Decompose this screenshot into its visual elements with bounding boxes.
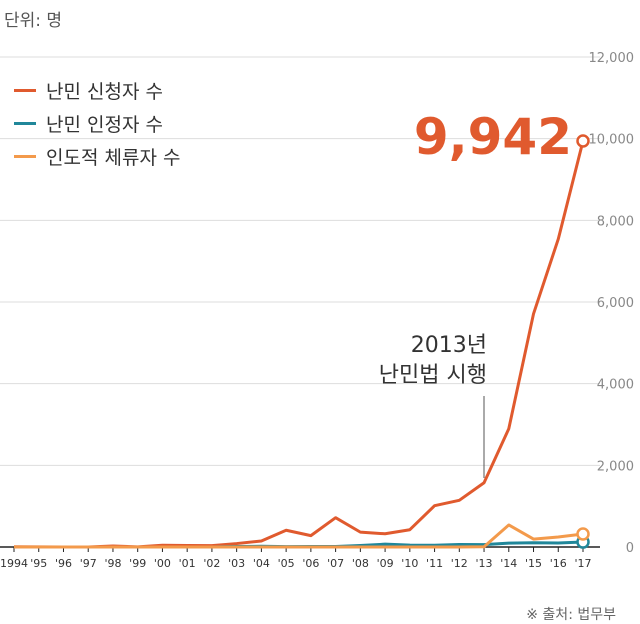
x-tick-label: '14 (500, 557, 517, 570)
legend-item-humanitarian: 인도적 체류자 수 (14, 140, 180, 173)
y-tick-label: 10,000 (589, 133, 635, 148)
x-tick-label: '98 (104, 557, 121, 570)
x-tick-label: '97 (80, 557, 97, 570)
x-tick-label: '13 (476, 557, 493, 570)
x-tick-label: 1994 (0, 557, 28, 570)
x-tick-label: '07 (327, 557, 344, 570)
annotation-year: 2013년 (411, 333, 487, 358)
series-line-2 (14, 523, 584, 549)
x-tick-label: '04 (253, 557, 270, 570)
legend-swatch (14, 122, 36, 125)
x-tick-label: '16 (550, 557, 567, 570)
y-tick-label: 0 (626, 541, 634, 556)
x-tick-label: '96 (55, 557, 72, 570)
y-tick-label: 2,000 (597, 459, 634, 474)
x-tick-label: '00 (154, 557, 171, 570)
series-end-marker-0 (576, 134, 590, 148)
y-tick-label: 12,000 (589, 51, 635, 66)
legend-swatch (14, 155, 36, 158)
x-tick-label: '10 (401, 557, 418, 570)
source-note: ※ 출처: 법무부 (526, 607, 616, 623)
series-end-marker-2 (576, 527, 590, 541)
x-tick-label: '02 (203, 557, 220, 570)
x-tick-label: '01 (179, 557, 196, 570)
annotation-group: 2013년 난민법 시행 (379, 333, 487, 478)
legend: 난민 신청자 수 난민 인정자 수 인도적 체류자 수 (14, 74, 180, 173)
x-tick-label: '06 (302, 557, 319, 570)
x-tick-label: '12 (451, 557, 468, 570)
y-tick-label: 8,000 (597, 214, 634, 229)
x-tick-label: '17 (574, 557, 591, 570)
legend-swatch (14, 89, 36, 92)
x-tick-label: '05 (278, 557, 295, 570)
x-tick-label: '09 (377, 557, 394, 570)
series-line-0 (13, 140, 585, 549)
legend-item-recognized: 난민 인정자 수 (14, 107, 180, 140)
y-axis-ticks: 0 2,000 4,000 6,000 8,000 10,000 12,000 (589, 51, 635, 556)
y-tick-label: 4,000 (597, 378, 634, 393)
end-markers (576, 134, 590, 549)
series-lines (13, 140, 585, 549)
y-tick-label: 6,000 (597, 296, 634, 311)
legend-label: 인도적 체류자 수 (46, 147, 181, 169)
x-axis-ticks: 1994'95 '96 '97 '98 '99 '00 '01 '02 '03 '04 '05 '06… (0, 547, 592, 570)
x-tick-label: '95 (30, 557, 47, 570)
x-tick-label: '15 (525, 557, 542, 570)
annotation-text: 난민법 시행 (379, 363, 487, 388)
legend-item-applicants: 난민 신청자 수 (14, 74, 180, 107)
x-tick-label: '11 (426, 557, 443, 570)
x-tick-label: '03 (228, 557, 245, 570)
unit-label: 단위: 명 (4, 11, 63, 31)
legend-label: 난민 인정자 수 (46, 114, 163, 136)
highlight-value: 9,942 (414, 108, 572, 166)
x-tick-label: '08 (352, 557, 369, 570)
x-tick-label: '99 (129, 557, 146, 570)
legend-label: 난민 신청자 수 (46, 81, 163, 103)
